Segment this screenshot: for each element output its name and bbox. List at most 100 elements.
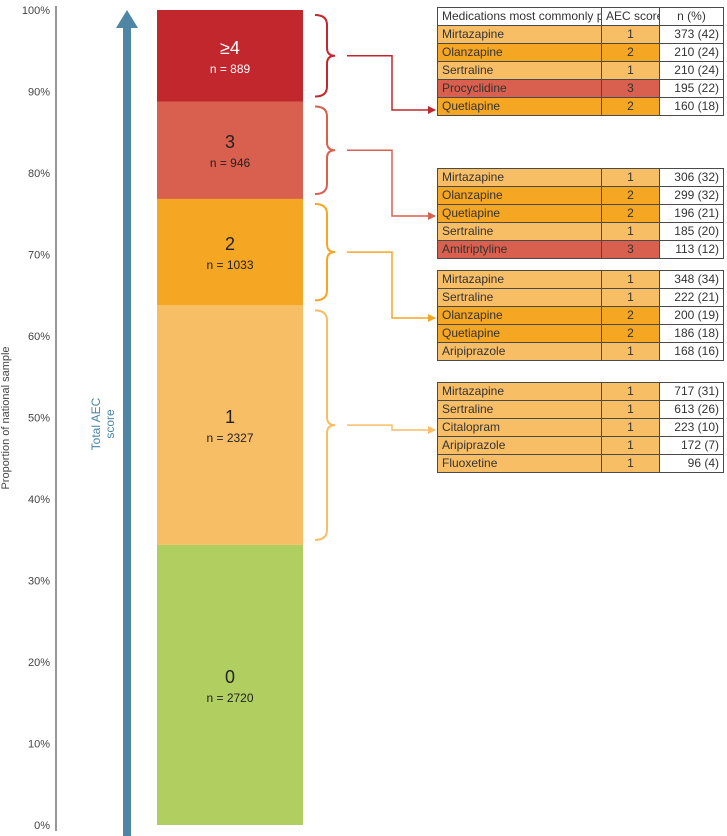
n-percent-cell: 113 (12) bbox=[659, 240, 724, 259]
connector-arrow bbox=[347, 424, 436, 434]
segment-label: 1 bbox=[225, 407, 235, 427]
n-percent-cell: 196 (21) bbox=[659, 204, 724, 223]
n-percent-cell: 96 (4) bbox=[659, 454, 724, 473]
segment-n-label: n = 889 bbox=[210, 62, 251, 76]
aec-score-cell: 1 bbox=[601, 382, 660, 401]
table-row: Mirtazapine 1 717 (31) bbox=[437, 382, 724, 401]
medication-table: Mirtazapine 1 306 (32) Olanzapine 2 299 (32) Q… bbox=[437, 168, 724, 259]
header-aec-score: AEC score bbox=[601, 7, 660, 26]
n-percent-cell: 222 (21) bbox=[659, 288, 724, 307]
y-tick-label: 30% bbox=[28, 576, 50, 588]
segment-n-label: n = 2720 bbox=[206, 691, 253, 705]
drug-name-cell: Olanzapine bbox=[437, 306, 602, 325]
table-row: Olanzapine 2 200 (19) bbox=[437, 306, 724, 325]
segment-n-label: n = 2327 bbox=[206, 431, 253, 445]
table-row: Sertraline 1 185 (20) bbox=[437, 222, 724, 241]
table-row: Olanzapine 2 299 (32) bbox=[437, 186, 724, 205]
aec-score-cell: 1 bbox=[601, 168, 660, 187]
drug-name-cell: Mirtazapine bbox=[437, 270, 602, 289]
aec-score-cell: 1 bbox=[601, 61, 660, 80]
aec-score-cell: 1 bbox=[601, 25, 660, 44]
n-percent-cell: 160 (18) bbox=[659, 97, 724, 116]
bar-segment bbox=[157, 544, 303, 825]
aec-score-cell: 2 bbox=[601, 204, 660, 223]
bar-segment bbox=[157, 10, 303, 102]
table-row: Quetiapine 2 186 (18) bbox=[437, 324, 724, 343]
aec-score-cell: 1 bbox=[601, 222, 660, 241]
n-percent-cell: 373 (42) bbox=[659, 25, 724, 44]
drug-name-cell: Quetiapine bbox=[437, 324, 602, 343]
aec-score-cell: 3 bbox=[601, 79, 660, 98]
medication-table: Medications most commonly prescribed tha… bbox=[437, 7, 724, 116]
table-row: Quetiapine 2 160 (18) bbox=[437, 97, 724, 116]
aec-score-cell: 2 bbox=[601, 97, 660, 116]
bar-segment bbox=[157, 305, 303, 545]
aec-arrow-label: Total AECscore bbox=[89, 397, 117, 450]
n-percent-cell: 223 (10) bbox=[659, 418, 724, 437]
y-tick-label: 20% bbox=[28, 657, 50, 669]
segment-label: 2 bbox=[225, 234, 235, 254]
group-brace bbox=[314, 202, 336, 302]
group-brace bbox=[314, 105, 336, 195]
drug-name-cell: Citalopram bbox=[437, 418, 602, 437]
group-brace bbox=[314, 309, 336, 541]
connector-arrow bbox=[347, 55, 436, 114]
medication-table: Mirtazapine 1 348 (34) Sertraline 1 222 (21) O… bbox=[437, 270, 724, 361]
segment-label: 3 bbox=[225, 132, 235, 152]
n-percent-cell: 186 (18) bbox=[659, 324, 724, 343]
y-tick-label: 50% bbox=[28, 413, 50, 425]
connector-arrow bbox=[347, 251, 436, 322]
y-tick-label: 90% bbox=[28, 87, 50, 99]
medication-table: Mirtazapine 1 717 (31) Sertraline 1 613 (26) C… bbox=[437, 382, 724, 473]
y-axis-label: Proportion of national sample bbox=[0, 346, 12, 489]
bar-segment bbox=[157, 198, 303, 306]
n-percent-cell: 210 (24) bbox=[659, 61, 724, 80]
aec-score-cell: 1 bbox=[601, 436, 660, 455]
n-percent-cell: 200 (19) bbox=[659, 306, 724, 325]
table-row: Olanzapine 2 210 (24) bbox=[437, 43, 724, 62]
aec-score-cell: 1 bbox=[601, 400, 660, 419]
table-row: Mirtazapine 1 348 (34) bbox=[437, 270, 724, 289]
drug-name-cell: Mirtazapine bbox=[437, 25, 602, 44]
table-row: Aripiprazole 1 172 (7) bbox=[437, 436, 724, 455]
aec-score-cell: 1 bbox=[601, 270, 660, 289]
table-row: Amitriptyline 3 113 (12) bbox=[437, 240, 724, 259]
table-row: Quetiapine 2 196 (21) bbox=[437, 204, 724, 223]
y-tick-label: 60% bbox=[28, 331, 50, 343]
y-tick-label: 70% bbox=[28, 250, 50, 262]
segment-label: ≥4 bbox=[220, 38, 240, 58]
table-row: Citalopram 1 223 (10) bbox=[437, 418, 724, 437]
connector-arrow bbox=[347, 149, 436, 220]
aec-score-cell: 2 bbox=[601, 186, 660, 205]
table-row: Procyclidine 3 195 (22) bbox=[437, 79, 724, 98]
aec-arrow-head bbox=[116, 10, 138, 28]
table-row: Sertraline 1 613 (26) bbox=[437, 400, 724, 419]
bar-segment bbox=[157, 101, 303, 199]
aec-score-cell: 1 bbox=[601, 342, 660, 361]
y-tick-label: 40% bbox=[28, 494, 50, 506]
n-percent-cell: 306 (32) bbox=[659, 168, 724, 187]
n-percent-cell: 195 (22) bbox=[659, 79, 724, 98]
drug-name-cell: Quetiapine bbox=[437, 204, 602, 223]
drug-name-cell: Procyclidine bbox=[437, 79, 602, 98]
table-row: Mirtazapine 1 306 (32) bbox=[437, 168, 724, 187]
aec-score-cell: 2 bbox=[601, 306, 660, 325]
header-n-percent: n (%) bbox=[659, 7, 724, 26]
aec-score-cell: 1 bbox=[601, 288, 660, 307]
segment-n-label: n = 946 bbox=[210, 156, 251, 170]
drug-name-cell: Aripiprazole bbox=[437, 436, 602, 455]
group-brace bbox=[314, 14, 336, 98]
table-row: Aripiprazole 1 168 (16) bbox=[437, 342, 724, 361]
n-percent-cell: 717 (31) bbox=[659, 382, 724, 401]
table-row: Fluoxetine 1 96 (4) bbox=[437, 454, 724, 473]
drug-name-cell: Olanzapine bbox=[437, 43, 602, 62]
drug-name-cell: Mirtazapine bbox=[437, 168, 602, 187]
n-percent-cell: 210 (24) bbox=[659, 43, 724, 62]
table-header-row: Medications most commonly prescribed tha… bbox=[437, 7, 724, 26]
drug-name-cell: Sertraline bbox=[437, 400, 602, 419]
n-percent-cell: 348 (34) bbox=[659, 270, 724, 289]
table-row: Sertraline 1 222 (21) bbox=[437, 288, 724, 307]
aec-score-cell: 2 bbox=[601, 324, 660, 343]
